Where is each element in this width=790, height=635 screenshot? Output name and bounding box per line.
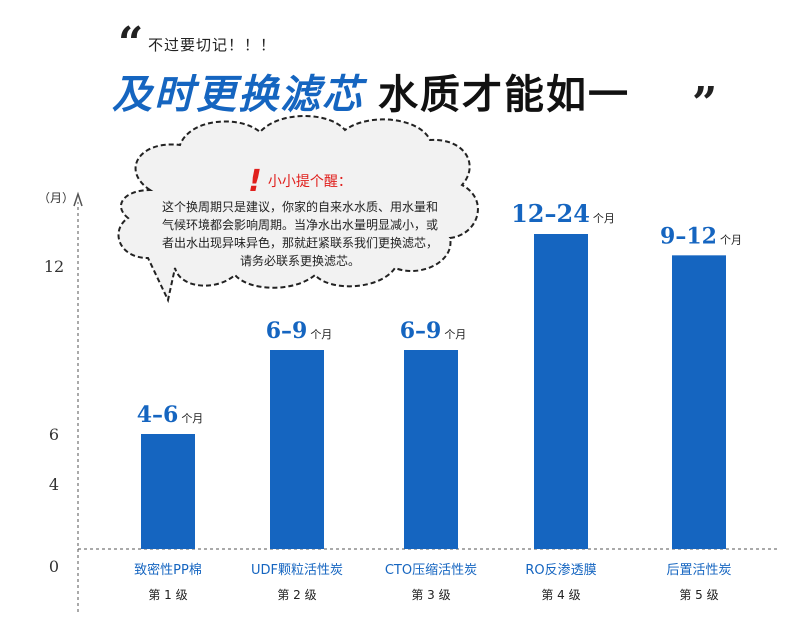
notice-title-row: ! 小小提个醒： bbox=[155, 164, 445, 199]
bar-value-label: 12–24 个月 bbox=[511, 199, 615, 228]
category-level: 第 5 级 bbox=[679, 588, 718, 602]
category-level: 第 2 级 bbox=[277, 588, 316, 602]
bar bbox=[672, 255, 726, 550]
bar-value-range: 9–12 bbox=[660, 223, 717, 249]
bar-value-unit: 个月 bbox=[181, 412, 203, 425]
bar-value-range: 4–6 bbox=[137, 402, 179, 428]
y-tick-label: 4 bbox=[49, 475, 59, 494]
category-label: RO反渗透膜 bbox=[525, 563, 596, 578]
bar bbox=[270, 350, 324, 549]
notice-box: ! 小小提个醒： 这个换周期只是建议，你家的自来水水质、用水量和气候环境都会影响… bbox=[155, 164, 445, 270]
y-axis-arrow bbox=[73, 191, 83, 207]
y-tick-label: 6 bbox=[49, 425, 59, 444]
speech-cloud bbox=[117, 115, 479, 304]
bar-value-label: 6–9 个月 bbox=[266, 318, 333, 344]
category-level: 第 1 级 bbox=[148, 588, 187, 602]
open-quote: “ bbox=[118, 18, 144, 69]
category-label: UDF颗粒活性炭 bbox=[251, 563, 343, 578]
close-quote: ” bbox=[692, 78, 718, 129]
category-label: 致密性PP棉 bbox=[134, 562, 202, 578]
bar-value-unit: 个月 bbox=[310, 328, 332, 341]
headline-rest: 水质才能如一 bbox=[378, 72, 630, 118]
notice-body: 这个换周期只是建议，你家的自来水水质、用水量和气候环境都会影响周期。当净水出水量… bbox=[161, 200, 438, 268]
category-label: CTO压缩活性炭 bbox=[385, 562, 477, 578]
bar bbox=[404, 350, 458, 549]
category-level: 第 3 级 bbox=[411, 588, 450, 602]
headline-highlight: 及时更换滤芯 bbox=[112, 72, 364, 118]
y-tick-label: 12 bbox=[44, 257, 64, 276]
bar-value-label: 4–6 个月 bbox=[137, 402, 204, 428]
bar-value-unit: 个月 bbox=[593, 212, 615, 225]
bars-layer bbox=[141, 234, 726, 550]
bar-value-label: 9–12 个月 bbox=[660, 223, 742, 249]
notice-title: 小小提个醒： bbox=[267, 174, 352, 190]
y-axis-label: （月） bbox=[38, 191, 74, 205]
bar-value-range: 6–9 bbox=[400, 318, 442, 344]
bar-value-unit: 个月 bbox=[444, 328, 466, 341]
bar bbox=[141, 434, 195, 549]
bar-value-unit: 个月 bbox=[720, 233, 742, 246]
subtitle: 不过要切记！！！ bbox=[148, 36, 277, 54]
category-label: 后置活性炭 bbox=[666, 563, 731, 578]
headline: 及时更换滤芯 水质才能如一 bbox=[112, 62, 630, 120]
category-level: 第 4 级 bbox=[541, 588, 580, 602]
bar-value-range: 6–9 bbox=[266, 318, 308, 344]
bar-value-label: 6–9 个月 bbox=[400, 318, 467, 344]
bar bbox=[534, 234, 588, 549]
bar-value-range: 12–24 bbox=[511, 199, 590, 228]
exclamation-icon: ! bbox=[248, 164, 262, 199]
y-tick-label: 0 bbox=[49, 557, 59, 576]
